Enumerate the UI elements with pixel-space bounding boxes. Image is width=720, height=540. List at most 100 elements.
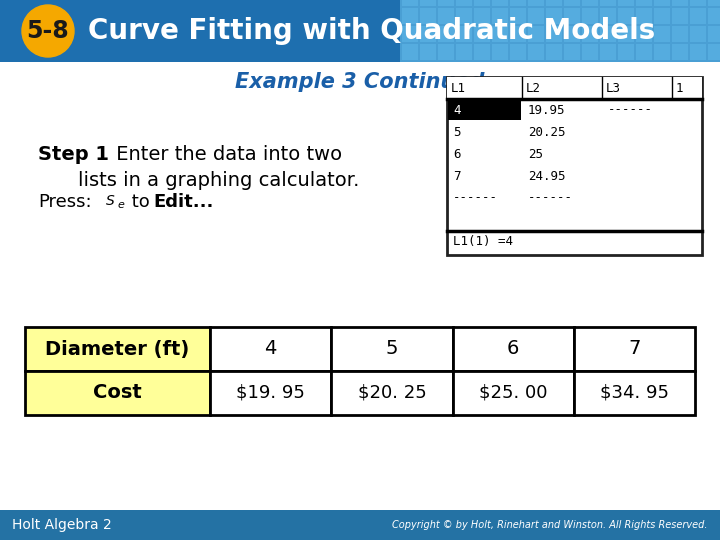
- Bar: [492, 8, 508, 24]
- Bar: [546, 8, 562, 24]
- Bar: [564, 44, 580, 60]
- Bar: [618, 44, 634, 60]
- Text: L2: L2: [526, 82, 541, 94]
- Bar: [564, 8, 580, 24]
- Bar: [438, 0, 454, 6]
- Bar: [25, 327, 210, 371]
- Bar: [456, 44, 472, 60]
- Bar: [438, 26, 454, 42]
- Bar: [510, 26, 526, 42]
- Text: 5: 5: [386, 340, 398, 359]
- Bar: [636, 8, 652, 24]
- Text: 19.95: 19.95: [528, 104, 565, 117]
- Bar: [456, 8, 472, 24]
- Bar: [654, 8, 670, 24]
- Text: 7: 7: [628, 340, 641, 359]
- Bar: [618, 8, 634, 24]
- Bar: [528, 44, 544, 60]
- Bar: [402, 26, 418, 42]
- Text: 24.95: 24.95: [528, 170, 565, 183]
- Bar: [654, 26, 670, 42]
- Bar: [0, 510, 720, 540]
- Bar: [636, 26, 652, 42]
- Bar: [420, 26, 436, 42]
- Bar: [708, 26, 720, 42]
- Bar: [474, 44, 490, 60]
- Bar: [636, 0, 652, 6]
- Bar: [708, 8, 720, 24]
- Bar: [600, 26, 616, 42]
- Bar: [708, 44, 720, 60]
- Text: L1: L1: [451, 82, 466, 94]
- Text: e: e: [117, 200, 124, 210]
- Bar: [438, 8, 454, 24]
- Bar: [420, 44, 436, 60]
- Text: to: to: [126, 193, 156, 211]
- Bar: [510, 44, 526, 60]
- Bar: [672, 26, 688, 42]
- Bar: [331, 327, 452, 371]
- Bar: [690, 8, 706, 24]
- Text: $34. 95: $34. 95: [600, 384, 669, 402]
- Bar: [690, 26, 706, 42]
- Text: 5: 5: [453, 125, 461, 138]
- Bar: [210, 327, 331, 371]
- Text: Holt Algebra 2: Holt Algebra 2: [12, 518, 112, 532]
- Bar: [447, 77, 702, 99]
- Text: Edit...: Edit...: [153, 193, 213, 211]
- Text: S: S: [106, 194, 114, 208]
- Text: 7: 7: [453, 170, 461, 183]
- Bar: [654, 0, 670, 6]
- Bar: [582, 26, 598, 42]
- Bar: [400, 0, 720, 62]
- Bar: [402, 0, 418, 6]
- Bar: [528, 0, 544, 6]
- Text: Example 3 Continued: Example 3 Continued: [235, 72, 485, 92]
- Bar: [510, 0, 526, 6]
- Bar: [438, 44, 454, 60]
- Text: L3: L3: [606, 82, 621, 94]
- Bar: [574, 371, 695, 415]
- Bar: [456, 26, 472, 42]
- Bar: [25, 371, 210, 415]
- Text: ------: ------: [453, 192, 498, 205]
- Text: 1: 1: [676, 82, 683, 94]
- Text: 6: 6: [507, 340, 519, 359]
- Bar: [564, 0, 580, 6]
- Bar: [492, 0, 508, 6]
- Bar: [672, 0, 688, 6]
- Bar: [600, 8, 616, 24]
- Bar: [474, 8, 490, 24]
- Text: Cost: Cost: [93, 383, 142, 402]
- Bar: [456, 0, 472, 6]
- Bar: [474, 26, 490, 42]
- Text: ------: ------: [608, 104, 653, 117]
- Bar: [690, 0, 706, 6]
- Bar: [654, 44, 670, 60]
- Bar: [546, 44, 562, 60]
- Bar: [636, 44, 652, 60]
- Bar: [420, 0, 436, 6]
- Bar: [582, 8, 598, 24]
- Bar: [574, 327, 695, 371]
- Bar: [402, 8, 418, 24]
- Text: Enter the data into two: Enter the data into two: [110, 145, 342, 165]
- Text: Press:: Press:: [38, 193, 91, 211]
- Bar: [582, 0, 598, 6]
- Text: 20.25: 20.25: [528, 125, 565, 138]
- Bar: [452, 327, 574, 371]
- Bar: [708, 0, 720, 6]
- Bar: [510, 8, 526, 24]
- Text: $19. 95: $19. 95: [236, 384, 305, 402]
- Bar: [402, 44, 418, 60]
- Text: Copyright © by Holt, Rinehart and Winston. All Rights Reserved.: Copyright © by Holt, Rinehart and Winsto…: [392, 520, 708, 530]
- Bar: [528, 26, 544, 42]
- Bar: [0, 0, 720, 62]
- Text: lists in a graphing calculator.: lists in a graphing calculator.: [78, 172, 359, 191]
- Bar: [672, 44, 688, 60]
- Bar: [528, 8, 544, 24]
- Bar: [210, 371, 331, 415]
- Bar: [331, 371, 452, 415]
- Bar: [582, 44, 598, 60]
- Text: 4: 4: [453, 104, 461, 117]
